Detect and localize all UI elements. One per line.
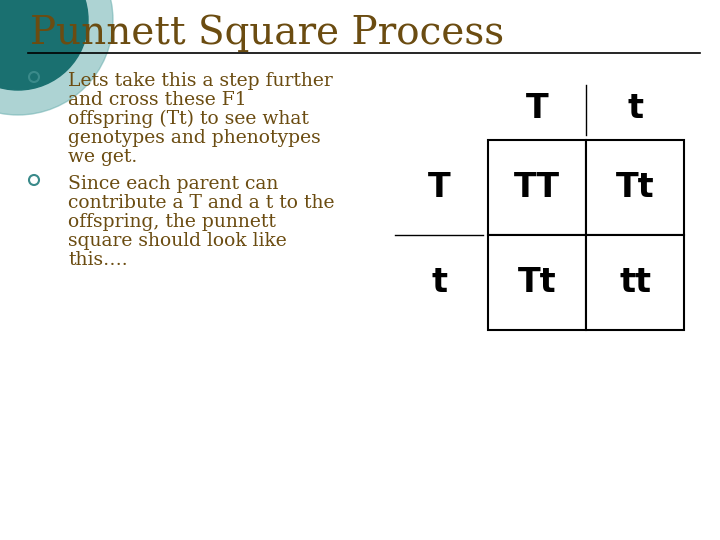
- Text: genotypes and phenotypes: genotypes and phenotypes: [68, 129, 320, 147]
- Text: we get.: we get.: [68, 148, 138, 166]
- Bar: [586, 140, 684, 235]
- Text: t: t: [431, 266, 447, 299]
- Text: t: t: [627, 91, 643, 125]
- Text: contribute a T and a t to the: contribute a T and a t to the: [68, 194, 335, 212]
- Bar: [488, 235, 586, 330]
- Circle shape: [0, 0, 88, 90]
- Text: Since each parent can: Since each parent can: [68, 175, 279, 193]
- Text: T: T: [526, 91, 549, 125]
- Text: TT: TT: [514, 171, 560, 204]
- Text: tt: tt: [619, 266, 651, 299]
- Circle shape: [0, 0, 113, 115]
- Text: offspring, the punnett: offspring, the punnett: [68, 213, 276, 231]
- Text: Punnett Square Process: Punnett Square Process: [30, 15, 504, 52]
- Bar: [586, 235, 684, 330]
- Text: Lets take this a step further: Lets take this a step further: [68, 72, 333, 90]
- Text: Tt: Tt: [518, 266, 557, 299]
- Text: this….: this….: [68, 251, 127, 269]
- Text: offspring (Tt) to see what: offspring (Tt) to see what: [68, 110, 309, 128]
- Text: square should look like: square should look like: [68, 232, 287, 250]
- Text: T: T: [428, 171, 450, 204]
- Text: Tt: Tt: [616, 171, 654, 204]
- Bar: [488, 140, 586, 235]
- Text: and cross these F1: and cross these F1: [68, 91, 247, 109]
